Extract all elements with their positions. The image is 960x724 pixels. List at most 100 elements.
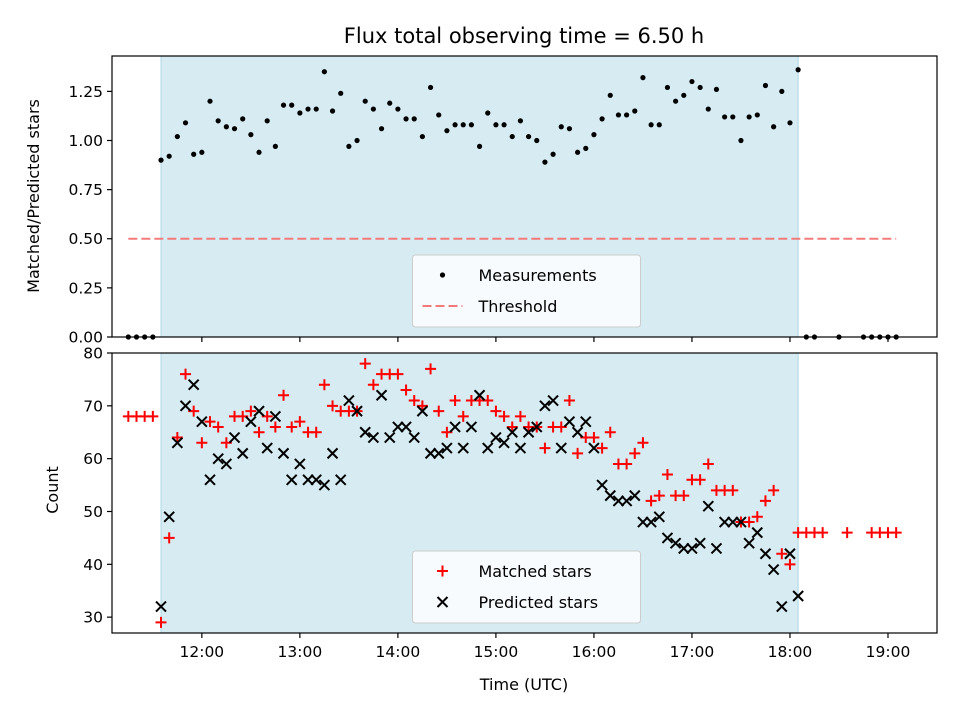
data-point [392,368,404,380]
data-point [588,432,600,444]
data-point [278,389,290,401]
data-point [718,516,731,528]
data-point [754,112,760,118]
data-point [673,98,679,104]
data-point [588,442,600,454]
data-point [746,114,752,120]
data-point [297,110,303,116]
data-point [656,122,662,128]
data-point [776,548,788,560]
legend-marker [436,596,449,608]
data-point [743,537,755,549]
legend-label: Threshold [478,297,558,316]
data-point [240,116,246,122]
data-point [294,458,306,470]
data-point [310,474,322,486]
data-point [286,421,298,433]
data-point [476,143,483,149]
data-point [236,447,249,460]
legend-marker [437,565,448,577]
count-panel: 30 40 50 60 70 80 12:00 13:00 14:00 15:00 16:00 17:… [83,345,938,661]
data-point [285,474,298,486]
data-point [171,432,183,444]
legend-label: Predicted stars [479,593,599,612]
x-tick-label: 18:00 [768,643,813,661]
data-point [571,426,584,438]
data-point [416,405,429,417]
data-point [441,442,453,454]
data-point [632,108,638,114]
data-point [171,437,184,449]
y-tick-label: 40 [83,556,103,574]
data-point [155,616,167,628]
data-point [490,431,502,444]
x-tick-label: 17:00 [670,643,715,661]
data-point [705,106,711,112]
data-point [253,426,265,438]
data-point [460,122,466,128]
data-point [395,106,401,112]
data-point [490,405,502,417]
data-point [231,126,238,132]
data-point [384,431,396,444]
data-point [509,133,515,140]
x-axis-label: Time (UTC) [479,675,568,694]
data-point [493,122,499,128]
data-point [514,442,527,454]
data-point [264,118,270,124]
data-point [191,151,197,157]
data-point [574,149,581,155]
y-tick-label: 1.25 [68,83,103,101]
data-point [269,421,281,433]
data-point [302,474,314,486]
data-point [841,527,853,539]
y-tick-label: 0.75 [68,181,103,199]
data-point [730,114,736,120]
data-point [310,426,322,438]
data-point [403,116,409,122]
data-point [759,548,772,560]
data-point [661,469,673,481]
data-point [294,416,306,428]
y-tick-label: 0.50 [68,230,103,248]
data-point [612,495,625,507]
data-point [212,452,224,465]
data-point [245,405,257,417]
data-point [768,484,780,496]
data-point [433,405,445,417]
data-point [362,98,368,104]
data-point [591,132,597,138]
data-point [795,67,801,73]
data-point [367,431,380,444]
data-point [767,563,780,576]
data-point [784,558,796,570]
data-point [661,532,674,544]
data-point [425,363,437,375]
data-point [256,149,262,155]
top-y-axis-label: Matched/Predicted stars [24,99,43,293]
data-point [182,120,189,126]
data-point [580,415,592,428]
data-point [338,90,344,96]
data-point [678,542,690,555]
data-point [624,112,630,118]
data-point [326,447,339,460]
data-point [751,526,764,539]
data-point [539,400,551,412]
data-point [531,421,543,433]
data-point [261,442,273,454]
data-point [408,395,420,407]
data-point [207,98,213,104]
data-point [277,447,290,460]
data-point [694,537,706,549]
data-point [158,157,164,163]
data-point [378,126,385,132]
x-tick-label: 19:00 [866,643,911,661]
data-point [346,143,352,149]
data-point [498,410,510,422]
data-point [514,410,526,422]
data-point [343,394,355,407]
data-point [147,410,159,422]
y-tick-label: 60 [83,450,103,468]
